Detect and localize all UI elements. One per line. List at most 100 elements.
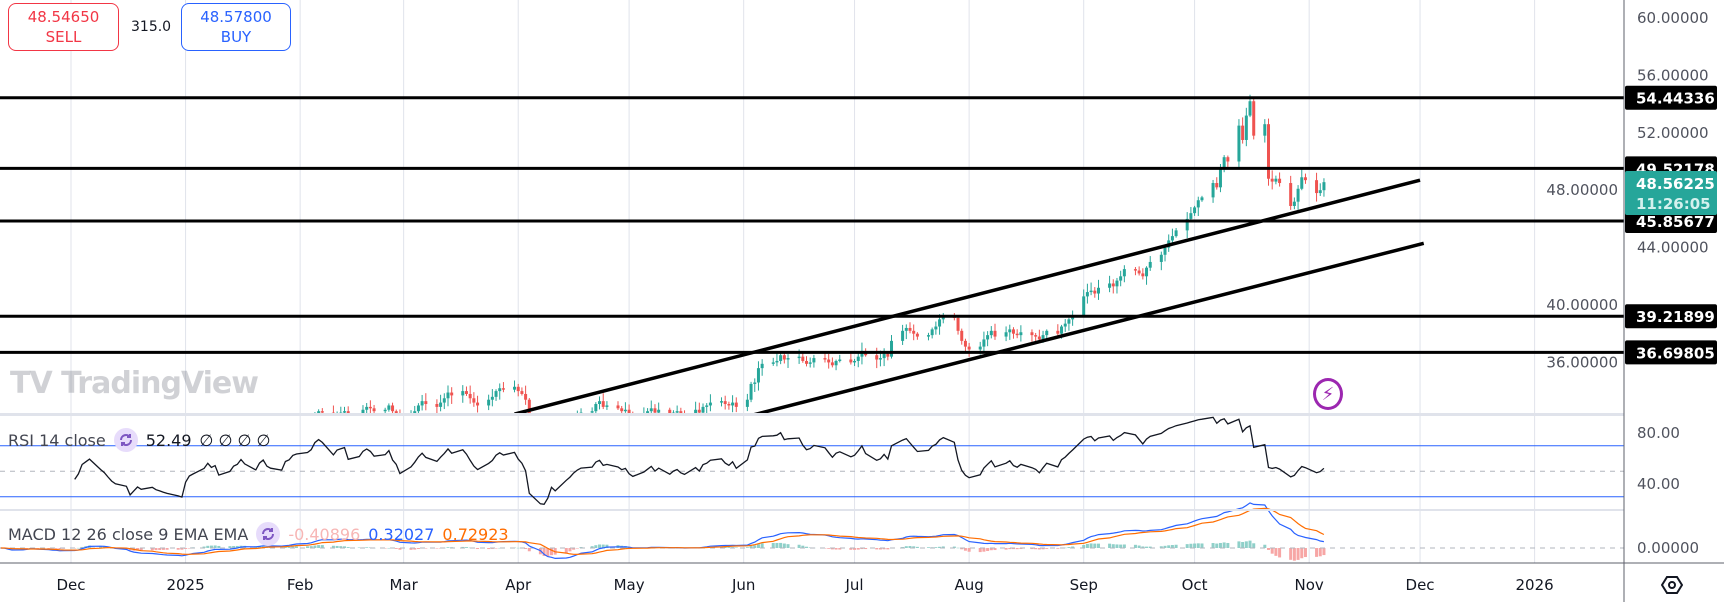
candle[interactable] (579, 408, 583, 420)
candle[interactable] (1211, 179, 1215, 203)
candle[interactable] (416, 403, 420, 419)
candle[interactable] (1174, 227, 1178, 238)
candle[interactable] (387, 403, 391, 412)
candle[interactable] (494, 389, 498, 401)
candle[interactable] (339, 406, 343, 416)
candle[interactable] (805, 356, 809, 367)
price-pane[interactable] (0, 94, 1624, 471)
candle[interactable] (1093, 287, 1097, 298)
candle[interactable] (391, 402, 395, 415)
candle[interactable] (875, 347, 879, 369)
candle[interactable] (749, 381, 753, 403)
candle[interactable] (1034, 332, 1038, 342)
candle[interactable] (291, 428, 294, 436)
candle[interactable] (986, 331, 990, 347)
candle[interactable] (1274, 175, 1278, 185)
candle[interactable] (723, 395, 727, 410)
candle[interactable] (501, 382, 505, 393)
candle[interactable] (812, 354, 816, 368)
rsi-legend[interactable]: RSI 14 close 52.49 ∅ ∅ ∅ ∅ (8, 428, 271, 452)
candle[interactable] (1267, 118, 1271, 186)
candle[interactable] (912, 324, 916, 341)
candle[interactable] (967, 342, 971, 357)
candle[interactable] (487, 394, 491, 411)
candle[interactable] (1322, 178, 1326, 197)
candle[interactable] (963, 338, 967, 352)
candle[interactable] (543, 448, 546, 459)
candle[interactable] (1108, 275, 1112, 293)
candle[interactable] (856, 352, 860, 368)
candle[interactable] (1133, 267, 1137, 276)
candle[interactable] (701, 403, 705, 418)
candle[interactable] (554, 428, 557, 445)
candle[interactable] (1082, 289, 1086, 318)
candle[interactable] (1030, 329, 1034, 342)
candle[interactable] (1159, 251, 1163, 271)
candle[interactable] (177, 457, 180, 466)
candle[interactable] (331, 405, 335, 423)
candle[interactable] (516, 383, 520, 397)
candle[interactable] (572, 418, 575, 428)
candle[interactable] (442, 393, 446, 410)
cycle-icon[interactable] (256, 522, 281, 546)
candle[interactable] (823, 352, 827, 363)
trend-line[interactable] (514, 178, 1421, 414)
candle[interactable] (0, 426, 2, 438)
candle[interactable] (1292, 197, 1296, 210)
candle[interactable] (424, 393, 428, 411)
candle[interactable] (1004, 326, 1008, 342)
candle[interactable] (771, 357, 775, 366)
candle[interactable] (1196, 196, 1200, 217)
macd-legend[interactable]: MACD 12 26 close 9 EMA EMA -0.40896 0.32… (8, 522, 509, 546)
candle[interactable] (1270, 170, 1274, 190)
candle[interactable] (1111, 279, 1115, 294)
candle[interactable] (565, 426, 568, 447)
candle[interactable] (158, 451, 161, 462)
candle[interactable] (646, 408, 650, 420)
candle[interactable] (623, 402, 627, 413)
candle[interactable] (908, 322, 912, 334)
candle[interactable] (1148, 256, 1152, 271)
candle[interactable] (616, 401, 620, 410)
candle[interactable] (365, 403, 369, 418)
candle[interactable] (1015, 329, 1019, 339)
candle[interactable] (930, 327, 934, 339)
candle[interactable] (1185, 212, 1189, 239)
gear-icon[interactable] (1660, 575, 1684, 599)
candle[interactable] (727, 401, 731, 410)
candle[interactable] (1263, 119, 1267, 143)
candle[interactable] (1289, 175, 1293, 210)
candle[interactable] (288, 432, 291, 438)
pane-separator[interactable] (0, 413, 1724, 416)
candle[interactable] (705, 403, 709, 413)
candle[interactable] (675, 405, 679, 421)
candle[interactable] (576, 410, 579, 423)
buy-button[interactable]: 48.57800 BUY (181, 3, 291, 51)
candle[interactable] (450, 387, 454, 404)
candle[interactable] (513, 380, 517, 393)
candle[interactable] (346, 406, 350, 422)
candle[interactable] (915, 332, 919, 340)
candle[interactable] (838, 354, 842, 363)
candle[interactable] (306, 419, 309, 430)
candle[interactable] (620, 405, 624, 418)
candle[interactable] (166, 454, 169, 465)
candle[interactable] (941, 312, 945, 324)
candle[interactable] (132, 452, 135, 460)
candle[interactable] (642, 407, 645, 423)
candle[interactable] (601, 393, 605, 410)
candle[interactable] (180, 456, 183, 467)
candle[interactable] (1096, 279, 1100, 300)
candle[interactable] (1089, 282, 1093, 296)
candle[interactable] (464, 386, 468, 396)
candle[interactable] (1141, 268, 1145, 280)
candle[interactable] (317, 409, 321, 419)
trend-line[interactable] (751, 241, 1425, 415)
candle[interactable] (605, 401, 609, 410)
candle[interactable] (343, 406, 347, 415)
candle[interactable] (849, 353, 853, 365)
candle[interactable] (310, 419, 313, 429)
candle[interactable] (934, 321, 938, 335)
candle[interactable] (827, 353, 831, 369)
candle[interactable] (1067, 317, 1071, 331)
